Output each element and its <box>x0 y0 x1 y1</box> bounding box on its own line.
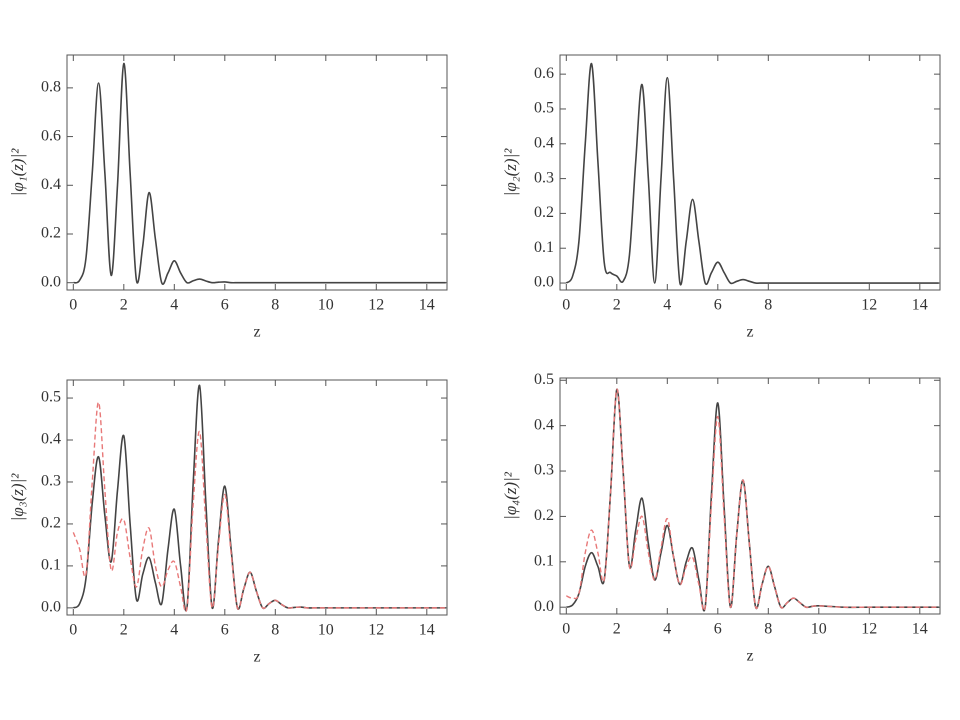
y-axis-label: |φ₄(z)|² <box>501 471 520 520</box>
y-tick-label: 0.0 <box>534 598 554 615</box>
x-tick-label: 2 <box>120 297 128 314</box>
x-tick-label: 4 <box>663 621 671 638</box>
x-tick-label: 14 <box>419 622 435 639</box>
y-axis-label: |φ₂(z)|² <box>501 148 520 197</box>
panel: 0 2 4 6 8 10 12 14 0.0 0.2 0.4 0.6 0.8 z |φ₁(z)|² <box>8 54 448 341</box>
x-tick-label: 0 <box>69 622 77 639</box>
x-tick-label: 4 <box>170 297 178 314</box>
x-tick-label: 4 <box>170 622 178 639</box>
x-tick-label: 2 <box>120 622 128 639</box>
x-tick-label: 12 <box>861 621 877 638</box>
x-tick-label: 8 <box>271 622 279 639</box>
y-tick-label: 0.2 <box>41 515 61 532</box>
x-axis-label: z <box>746 648 753 665</box>
y-tick-label: 0.6 <box>534 65 554 82</box>
x-tick-label: 6 <box>221 622 229 639</box>
y-tick-label: 0.8 <box>41 79 61 96</box>
x-tick-label: 10 <box>811 621 827 638</box>
y-tick-label: 0.1 <box>41 557 61 574</box>
y-axis-label: |φ₁(z)|² <box>8 148 27 197</box>
y-axis-label: |φ₃(z)|² <box>8 473 27 522</box>
curve <box>72 384 446 612</box>
x-tick-label: 6 <box>714 297 722 314</box>
y-tick-label: 0.3 <box>41 473 61 490</box>
plot-frame <box>559 377 941 615</box>
curve <box>72 401 446 613</box>
x-tick-label: 14 <box>912 621 928 638</box>
panel: 0 2 4 6 8 12 14 0.0 0.1 0.2 0.3 0.4 0.5 0.6 z |φ₂(z)|² <box>501 54 941 341</box>
panel: 0 2 4 6 8 10 12 14 0.0 0.1 0.2 0.3 0.4 0.5 z |φ₄(z)|² <box>501 371 941 665</box>
plot-frame <box>559 54 941 291</box>
x-tick-label: 10 <box>318 297 334 314</box>
x-tick-label: 8 <box>271 297 279 314</box>
y-tick-label: 0.0 <box>41 599 61 616</box>
x-axis-label: z <box>253 649 260 666</box>
y-tick-label: 0.0 <box>41 273 61 290</box>
y-tick-label: 0.3 <box>534 462 554 479</box>
plot-area <box>72 384 446 613</box>
x-tick-label: 6 <box>714 621 722 638</box>
y-tick-label: 0.2 <box>41 225 61 242</box>
plot-area <box>566 388 939 612</box>
y-tick-label: 0.3 <box>534 169 554 186</box>
y-tick-label: 0.6 <box>41 127 61 144</box>
y-tick-label: 0.4 <box>534 134 554 151</box>
x-tick-label: 4 <box>663 297 671 314</box>
x-axis-label: z <box>746 324 753 341</box>
x-tick-label: 2 <box>613 297 621 314</box>
plot-frame <box>66 54 448 291</box>
y-tick-label: 0.5 <box>534 100 554 117</box>
y-tick-label: 0.4 <box>41 431 61 448</box>
plot-area <box>73 62 446 285</box>
x-tick-label: 12 <box>368 622 384 639</box>
y-tick-label: 0.1 <box>534 239 554 256</box>
y-tick-label: 0.2 <box>534 507 554 524</box>
y-tick-label: 0.0 <box>534 274 554 291</box>
curve <box>566 388 939 612</box>
x-axis-label: z <box>253 324 260 341</box>
x-tick-label: 8 <box>764 297 772 314</box>
x-tick-label: 0 <box>69 297 77 314</box>
x-tick-label: 12 <box>368 297 384 314</box>
y-tick-label: 0.5 <box>41 389 61 406</box>
x-tick-label: 10 <box>318 622 334 639</box>
y-tick-label: 0.4 <box>534 416 554 433</box>
curve <box>565 62 939 286</box>
y-tick-label: 0.5 <box>534 371 554 388</box>
x-tick-label: 12 <box>861 297 877 314</box>
y-tick-label: 0.2 <box>534 204 554 221</box>
x-tick-label: 0 <box>562 297 570 314</box>
x-tick-label: 2 <box>613 621 621 638</box>
x-tick-label: 8 <box>764 621 772 638</box>
x-tick-label: 14 <box>419 297 435 314</box>
panel: 0 2 4 6 8 10 12 14 0.0 0.1 0.2 0.3 0.4 0.5 z |φ₃(z)|² <box>8 379 448 666</box>
x-tick-label: 6 <box>221 297 229 314</box>
x-tick-label: 14 <box>912 297 928 314</box>
curve <box>73 62 446 285</box>
y-tick-label: 0.1 <box>534 552 554 569</box>
plot-area <box>565 62 939 286</box>
y-tick-label: 0.4 <box>41 176 61 193</box>
plot-frame <box>66 379 448 616</box>
x-tick-label: 0 <box>562 621 570 638</box>
